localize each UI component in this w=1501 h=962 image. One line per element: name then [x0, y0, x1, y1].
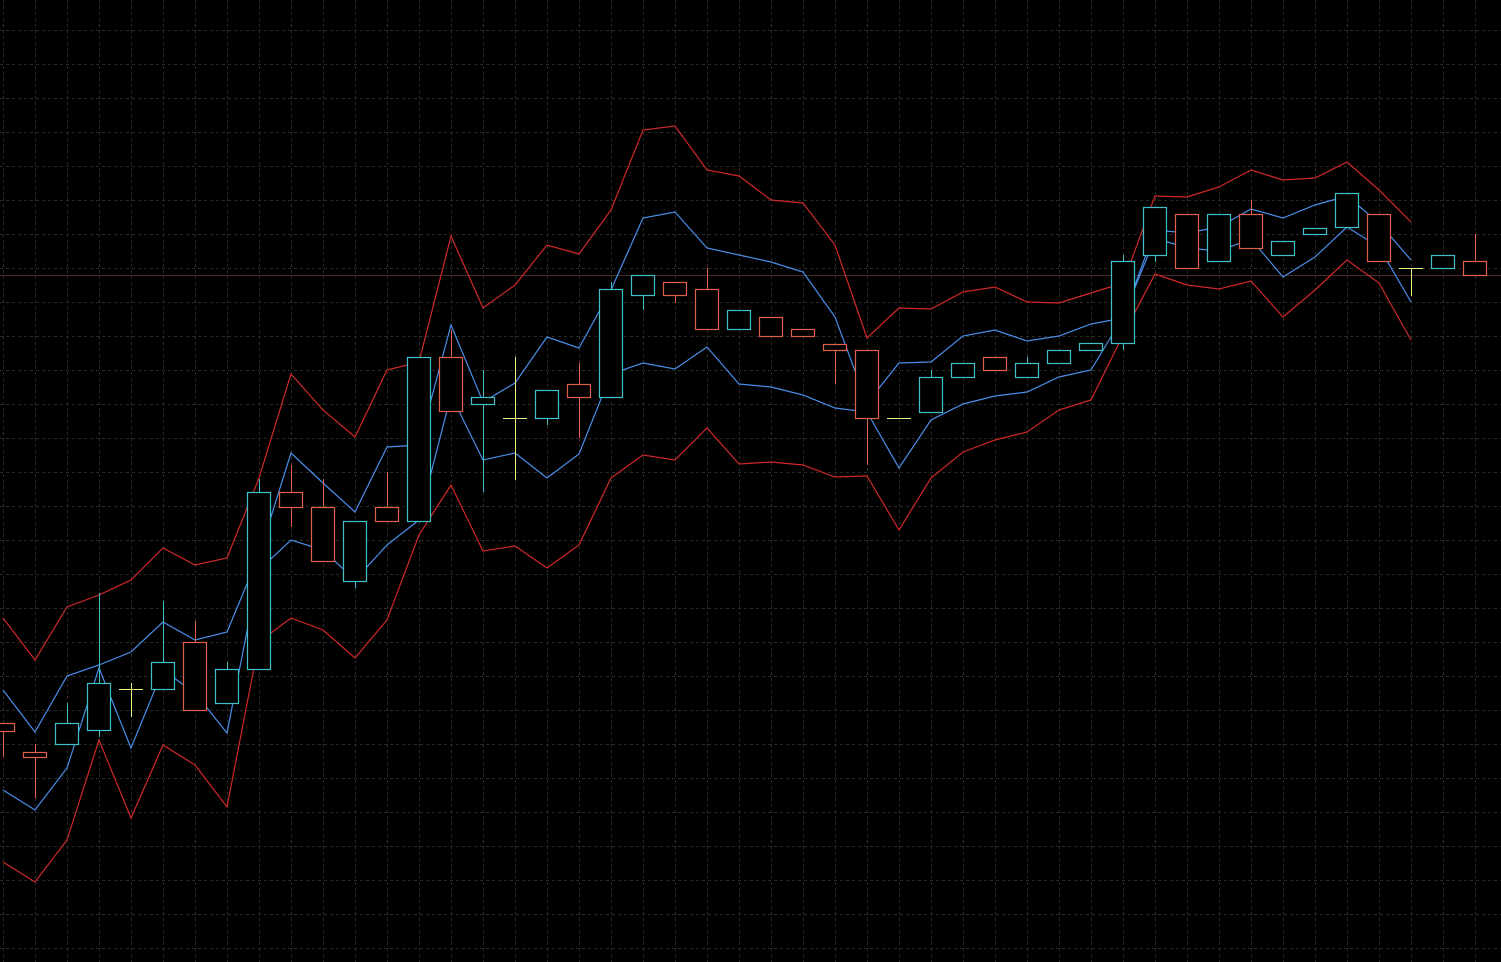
candle-bear [0, 722, 16, 757]
band-outer-upper [2, 125, 1412, 662]
candle-body [310, 506, 336, 563]
candle-bull [470, 370, 496, 492]
candle-bull [630, 274, 656, 310]
candle-body [278, 491, 304, 509]
candle-bull [342, 520, 368, 588]
candle-body [662, 281, 688, 297]
candle-body [246, 491, 272, 671]
candle-bull [1270, 240, 1296, 257]
candle-bear [758, 316, 784, 338]
candle-body [566, 383, 592, 399]
candle-body [918, 376, 944, 414]
band-outer-lower [2, 259, 1412, 883]
candle-bear [662, 281, 688, 303]
candle-bear [278, 465, 304, 527]
candle-bear [438, 330, 464, 413]
candle-bull [1110, 255, 1136, 350]
candle-body [854, 349, 880, 420]
candle-body [694, 288, 720, 331]
candle-bull [86, 593, 112, 737]
candle-body [630, 274, 656, 297]
candle-body [374, 506, 400, 523]
candle-body [1174, 213, 1200, 270]
candle-body [438, 356, 464, 413]
candle-bull [950, 362, 976, 379]
candle-bull [726, 309, 752, 331]
candle-body [182, 641, 208, 712]
candle-body [1366, 213, 1392, 263]
candle-body [1078, 342, 1104, 352]
candle-bull [1046, 349, 1072, 365]
candle-body [1110, 260, 1136, 345]
candle-body [950, 362, 976, 379]
candle-body [726, 309, 752, 331]
candle-bear [374, 472, 400, 523]
candle-bull [246, 479, 272, 671]
candle-body [1014, 362, 1040, 379]
candle-doji [1399, 268, 1423, 296]
candle-body [342, 520, 368, 583]
candle-body [22, 751, 48, 759]
candle-body [214, 668, 240, 705]
candle-body [470, 396, 496, 406]
candle-body [1046, 349, 1072, 365]
candle-body [598, 288, 624, 399]
candle-bear [566, 363, 592, 438]
candle-bull [1142, 206, 1168, 262]
candle-body [86, 682, 112, 732]
candle-bear [822, 343, 848, 384]
candle-body [1334, 192, 1360, 229]
candle-bull [1302, 227, 1328, 236]
candle-bull [1078, 342, 1104, 352]
candle-bear [1366, 213, 1392, 263]
candle-bull [1334, 192, 1360, 229]
candle-body [0, 722, 16, 733]
candle-bear [1462, 234, 1488, 277]
candle-bear [1174, 213, 1200, 270]
candle-bull [918, 370, 944, 414]
candle-body [822, 343, 848, 352]
candle-bear [790, 328, 816, 338]
candle-body [1206, 213, 1232, 263]
candle-bull [598, 282, 624, 399]
candle-bull [214, 662, 240, 705]
candles [0, 192, 1488, 798]
candle-bull [406, 356, 432, 523]
candle-body [790, 328, 816, 338]
candle-bear [694, 268, 720, 331]
candle-bull [1014, 357, 1040, 379]
candle-bear [854, 349, 880, 465]
candle-bear [310, 479, 336, 563]
candle-body [1462, 260, 1488, 277]
candle-body [150, 661, 176, 691]
candle-body [1142, 206, 1168, 257]
candle-bear [182, 621, 208, 712]
candle-doji [503, 357, 527, 480]
candle-bull [150, 601, 176, 691]
candle-bull [1430, 254, 1456, 270]
candle-body [758, 316, 784, 338]
candle-bear [982, 356, 1008, 372]
candle-doji [119, 683, 143, 717]
candle-body [406, 356, 432, 523]
candle-body [1302, 227, 1328, 236]
candle-body [1270, 240, 1296, 257]
candle-doji [887, 418, 911, 419]
candle-body [534, 389, 560, 420]
candle-bear [1238, 200, 1264, 250]
candle-bull [534, 389, 560, 425]
candle-body [1238, 213, 1264, 250]
candle-body [1430, 254, 1456, 270]
candle-body [982, 356, 1008, 372]
candle-bull [1206, 213, 1232, 263]
candle-bull [54, 703, 80, 746]
candle-body [54, 722, 80, 746]
candle-bear [22, 744, 48, 798]
